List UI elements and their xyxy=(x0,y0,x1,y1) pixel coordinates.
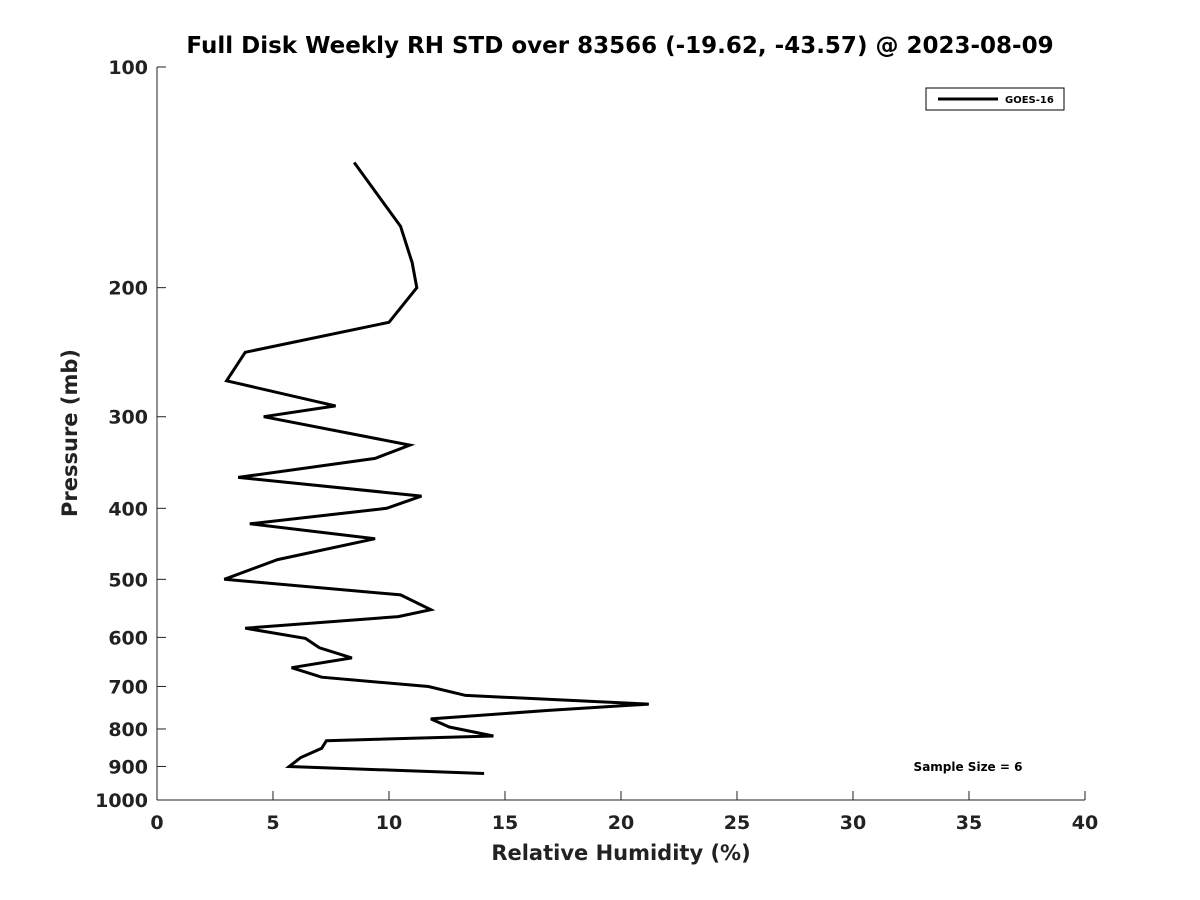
x-tick-label: 40 xyxy=(1072,812,1098,834)
x-tick-label: 35 xyxy=(956,812,982,834)
legend-label: GOES-16 xyxy=(1005,95,1054,106)
x-tick-label: 25 xyxy=(724,812,750,834)
x-tick-label: 5 xyxy=(266,812,279,834)
y-tick-label: 900 xyxy=(108,756,148,778)
y-tick-label: 500 xyxy=(108,569,148,591)
series-line-goes16 xyxy=(223,161,649,775)
plot-area xyxy=(157,67,1085,800)
chart-title: Full Disk Weekly RH STD over 83566 (-19.… xyxy=(186,33,1053,59)
x-axis-label: Relative Humidity (%) xyxy=(491,841,750,865)
y-tick-label: 400 xyxy=(108,498,148,520)
axis-ticks: 0 5 10 15 20 25 30 35 40 100 200 300 400 500 600 700 800… xyxy=(95,57,1098,834)
x-tick-label: 0 xyxy=(150,812,163,834)
y-axis-label: Pressure (mb) xyxy=(58,349,82,517)
y-tick-label: 1000 xyxy=(95,790,148,812)
y-tick-label: 200 xyxy=(108,278,148,300)
x-tick-label: 30 xyxy=(840,812,866,834)
legend: GOES-16 xyxy=(925,87,1065,111)
y-tick-label: 800 xyxy=(108,719,148,741)
sample-size-annotation: Sample Size = 6 xyxy=(914,760,1023,774)
y-tick-label: 300 xyxy=(108,407,148,429)
x-tick-label: 15 xyxy=(492,812,518,834)
x-tick-label: 10 xyxy=(376,812,402,834)
y-tick-label: 700 xyxy=(108,676,148,698)
y-tick-label: 100 xyxy=(108,57,148,79)
y-tick-label: 600 xyxy=(108,627,148,649)
x-tick-label: 20 xyxy=(608,812,634,834)
